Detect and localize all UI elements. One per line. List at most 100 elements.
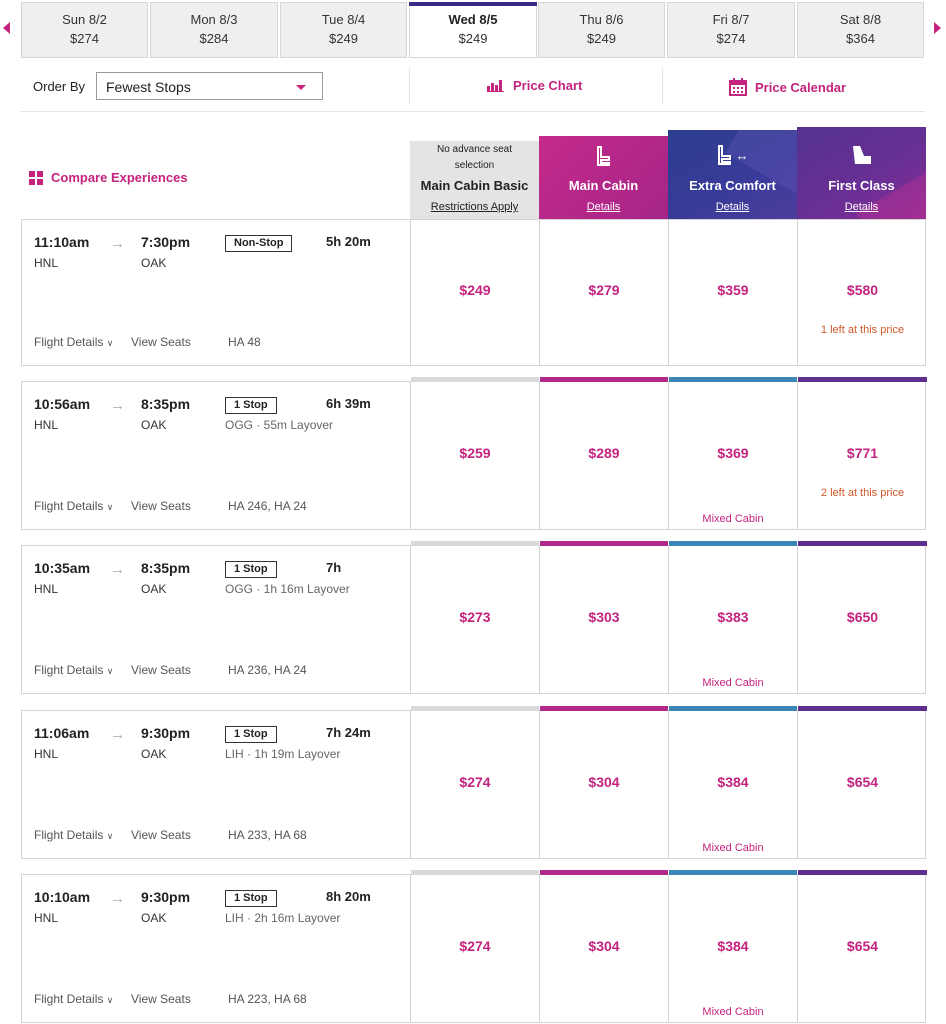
main-cabin-details-link[interactable]: Details bbox=[586, 201, 621, 213]
cabin-color-bar bbox=[669, 870, 797, 875]
order-by-select[interactable]: Fewest Stops bbox=[96, 72, 323, 100]
destination-airport: OAK bbox=[141, 911, 167, 925]
divider bbox=[662, 68, 663, 104]
destination-airport: OAK bbox=[141, 747, 167, 761]
fare-price: $384 bbox=[717, 938, 749, 954]
flight-duration: 8h 20m bbox=[326, 889, 371, 904]
arrival-time: 8:35pm bbox=[141, 396, 191, 412]
fare-main-cabin[interactable]: $289 bbox=[540, 377, 669, 529]
restrictions-apply-link[interactable]: Restrictions Apply bbox=[430, 201, 519, 213]
fare-main-cabin-basic[interactable]: $249 bbox=[411, 220, 540, 365]
view-seats-link[interactable]: View Seats bbox=[131, 828, 191, 842]
fare-extra-comfort[interactable]: $383 Mixed Cabin bbox=[669, 541, 798, 693]
cabin-color-bar bbox=[798, 706, 927, 711]
flight-info: 11:10am → 7:30pm HNL OAK Non-Stop 5h 20m Flight… bbox=[22, 220, 411, 365]
view-seats-link[interactable]: View Seats bbox=[131, 335, 191, 349]
fare-price: $369 bbox=[717, 445, 749, 461]
departure-time: 10:10am bbox=[34, 889, 91, 905]
stops-badge: 1 Stop bbox=[225, 726, 277, 743]
fare-first-class[interactable]: $580 1 left at this price bbox=[798, 220, 927, 365]
date-tab-sat[interactable]: Sat 8/8 $364 bbox=[797, 2, 924, 58]
fare-extra-comfort[interactable]: $384 Mixed Cabin bbox=[669, 870, 798, 1022]
arrow-right-icon: → bbox=[110, 561, 125, 578]
view-seats-link[interactable]: View Seats bbox=[131, 499, 191, 513]
first-class-details-link[interactable]: Details bbox=[844, 201, 879, 213]
flight-details-toggle[interactable]: Flight Details ∨ bbox=[34, 499, 113, 513]
arrow-right-icon: → bbox=[110, 726, 125, 743]
chevron-down-icon: ∨ bbox=[106, 666, 114, 676]
fare-first-class[interactable]: $654 bbox=[798, 706, 927, 858]
fare-extra-comfort[interactable]: $359 bbox=[669, 220, 798, 365]
seat-icon bbox=[539, 146, 668, 166]
fare-first-class[interactable]: $654 bbox=[798, 870, 927, 1022]
order-by-selected-value: Fewest Stops bbox=[106, 79, 191, 95]
fare-main-cabin-basic[interactable]: $273 bbox=[411, 541, 540, 693]
fare-first-class[interactable]: $771 2 left at this price bbox=[798, 377, 927, 529]
mixed-cabin-note: Mixed Cabin bbox=[702, 1006, 764, 1018]
flight-duration: 5h 20m bbox=[326, 234, 371, 249]
price-chart-link[interactable]: Price Chart bbox=[487, 78, 582, 93]
date-tab-day: Wed 8/5 bbox=[448, 12, 498, 27]
departure-time: 11:10am bbox=[34, 234, 90, 250]
fare-price: $274 bbox=[459, 938, 491, 954]
flight-card: 11:06am → 9:30pm HNL OAK 1 Stop 7h 24m LIH · 1h… bbox=[21, 706, 927, 859]
fare-price: $304 bbox=[588, 774, 620, 790]
date-tab-sun[interactable]: Sun 8/2 $274 bbox=[21, 2, 148, 58]
fare-main-cabin[interactable]: $304 bbox=[540, 870, 669, 1022]
cabin-color-bar bbox=[540, 706, 668, 711]
stops-badge: 1 Stop bbox=[225, 397, 277, 414]
cabin-color-bar bbox=[540, 541, 668, 546]
flight-info: 11:06am → 9:30pm HNL OAK 1 Stop 7h 24m LIH · 1h… bbox=[22, 711, 411, 858]
fare-main-cabin-basic[interactable]: $274 bbox=[411, 706, 540, 858]
extra-comfort-details-link[interactable]: Details bbox=[715, 201, 750, 213]
departure-time: 10:56am bbox=[34, 396, 91, 412]
date-tab-mon[interactable]: Mon 8/3 $284 bbox=[150, 2, 278, 58]
date-tab-price: $249 bbox=[458, 31, 488, 46]
fare-price: $304 bbox=[588, 938, 620, 954]
cabin-color-bar bbox=[669, 706, 797, 711]
compare-experiences-link[interactable]: Compare Experiences bbox=[29, 170, 188, 185]
flight-details-toggle[interactable]: Flight Details ∨ bbox=[34, 828, 113, 842]
chevron-down-icon: ∨ bbox=[106, 338, 114, 348]
departure-time: 10:35am bbox=[34, 560, 91, 576]
fare-main-cabin[interactable]: $304 bbox=[540, 706, 669, 858]
fare-main-cabin[interactable]: $279 bbox=[540, 220, 669, 365]
date-tab-tue[interactable]: Tue 8/4 $249 bbox=[280, 2, 407, 58]
cabin-color-bar bbox=[798, 541, 927, 546]
flight-details-label: Flight Details bbox=[34, 992, 104, 1006]
fare-price: $650 bbox=[846, 609, 879, 625]
view-seats-link[interactable]: View Seats bbox=[131, 663, 191, 677]
date-tab-price: $249 bbox=[587, 31, 616, 46]
flight-details-label: Flight Details bbox=[34, 335, 104, 349]
cabin-color-bar bbox=[540, 377, 668, 382]
fare-price: $580 bbox=[846, 282, 879, 298]
fare-main-cabin-basic[interactable]: $274 bbox=[411, 870, 540, 1022]
fare-extra-comfort[interactable]: $384 Mixed Cabin bbox=[669, 706, 798, 858]
view-seats-link[interactable]: View Seats bbox=[131, 992, 191, 1006]
date-bar: Sun 8/2 $274 Mon 8/3 $284 Tue 8/4 $249 W… bbox=[0, 0, 946, 60]
date-tab-thu[interactable]: Thu 8/6 $249 bbox=[538, 2, 665, 58]
chevron-down-icon: ∨ bbox=[106, 502, 114, 512]
flight-duration: 7h bbox=[326, 560, 342, 575]
flight-details-toggle[interactable]: Flight Details ∨ bbox=[34, 335, 113, 349]
flight-details-toggle[interactable]: Flight Details ∨ bbox=[34, 992, 113, 1006]
date-tab-day: Fri 8/7 bbox=[712, 12, 750, 27]
fare-main-cabin-basic[interactable]: $259 bbox=[411, 377, 540, 529]
price-calendar-link[interactable]: Price Calendar bbox=[729, 78, 846, 96]
date-tab-fri[interactable]: Fri 8/7 $274 bbox=[667, 2, 795, 58]
fare-extra-comfort[interactable]: $369 Mixed Cabin bbox=[669, 377, 798, 529]
date-tab-day: Thu 8/6 bbox=[579, 12, 624, 27]
fare-first-class[interactable]: $650 bbox=[798, 541, 927, 693]
date-tab-wed-selected[interactable]: Wed 8/5 $249 bbox=[409, 2, 537, 58]
flight-details-toggle[interactable]: Flight Details ∨ bbox=[34, 663, 113, 677]
legroom-seat-icon: ↔ bbox=[668, 145, 797, 165]
fare-price: $654 bbox=[846, 774, 879, 790]
prev-dates-arrow-icon[interactable] bbox=[3, 22, 13, 36]
fare-main-cabin[interactable]: $303 bbox=[540, 541, 669, 693]
next-dates-arrow-icon[interactable] bbox=[933, 22, 943, 36]
cabin-color-bar bbox=[669, 541, 797, 546]
calendar-icon bbox=[729, 78, 747, 96]
flight-card: 10:10am → 9:30pm HNL OAK 1 Stop 8h 20m LIH · 2h… bbox=[21, 870, 927, 1023]
cabin-basic-note-line1: No advance seat bbox=[436, 144, 513, 155]
flight-info: 10:35am → 8:35pm HNL OAK 1 Stop 7h OGG · 1h 16m… bbox=[22, 546, 411, 693]
